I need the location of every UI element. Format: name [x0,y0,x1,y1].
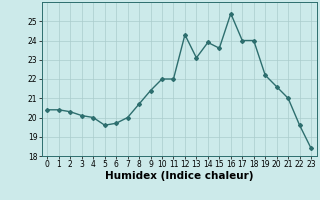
X-axis label: Humidex (Indice chaleur): Humidex (Indice chaleur) [105,171,253,181]
